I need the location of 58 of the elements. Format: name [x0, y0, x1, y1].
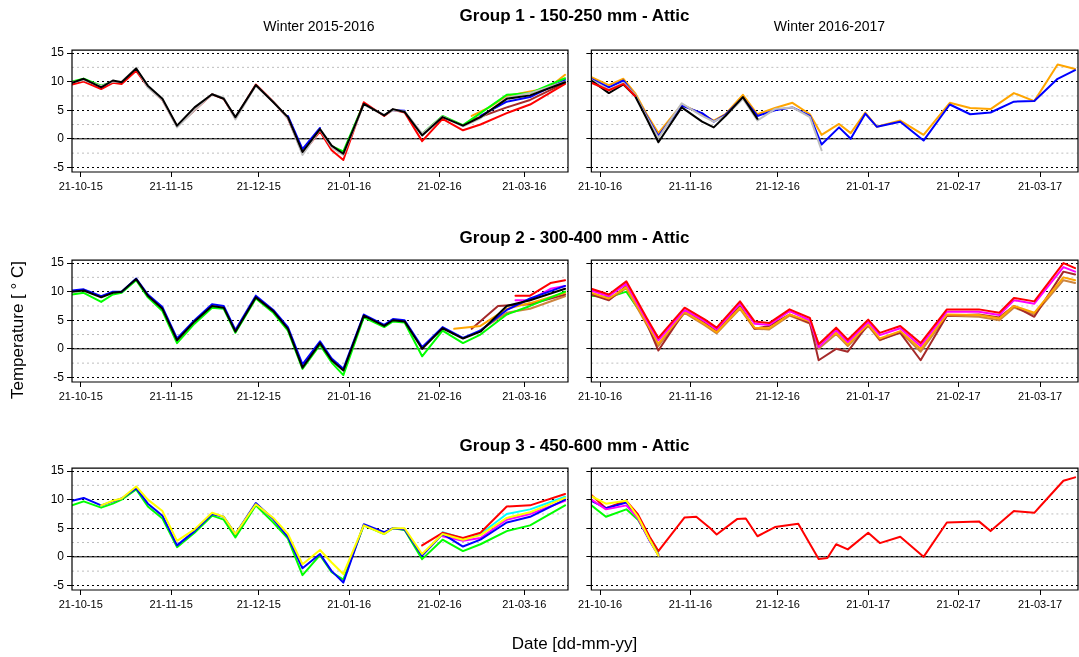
x-tick-label: 21-12-15 — [236, 389, 281, 402]
x-tick-label: 21-12-16 — [755, 389, 800, 402]
x-tick-label: 21-03-17 — [1018, 597, 1063, 610]
y-axis-title: Temperature [ ° C] — [8, 260, 28, 400]
x-tick-label: 21-12-16 — [755, 179, 800, 192]
x-tick-label: 21-03-17 — [1018, 179, 1063, 192]
x-tick-label: 21-01-17 — [846, 389, 891, 402]
x-tick-label: 21-02-16 — [417, 389, 462, 402]
x-tick-label: 21-03-16 — [502, 597, 547, 610]
y-tick-label: 0 — [57, 131, 65, 146]
x-tick-label: 21-02-17 — [936, 389, 981, 402]
y-tick-label: 10 — [50, 491, 65, 506]
y-tick-label: 10 — [50, 283, 65, 298]
x-tick-label: 21-12-15 — [236, 179, 281, 192]
x-tick-label: 21-12-16 — [755, 597, 800, 610]
x-tick-label: 21-01-16 — [327, 179, 372, 192]
x-tick-label: 21-10-15 — [58, 389, 103, 402]
chart-title: Group 2 - 300-400 mm - Attic — [458, 228, 691, 248]
x-tick-label: 21-11-15 — [149, 179, 193, 192]
x-tick-label: 21-03-16 — [502, 179, 547, 192]
x-tick-label: 21-02-17 — [936, 179, 981, 192]
x-tick-label: 21-02-17 — [936, 597, 981, 610]
chart-subtitle: Winter 2015-2016 — [263, 18, 375, 34]
y-tick-label: 5 — [57, 520, 65, 535]
y-tick-label: -5 — [53, 577, 65, 592]
x-tick-label: 21-01-16 — [327, 597, 372, 610]
y-tick-label: 15 — [50, 255, 65, 270]
y-tick-label: -5 — [53, 369, 65, 384]
x-axis-title: Date [dd-mm-yy] — [510, 634, 639, 654]
chart-title: Group 1 - 150-250 mm - Attic — [459, 6, 690, 25]
y-tick-label: 5 — [57, 102, 65, 117]
x-tick-label: 21-01-17 — [846, 179, 891, 192]
chart-title: Group 3 - 450-600 mm - Attic — [458, 436, 691, 456]
x-tick-label: 21-10-16 — [578, 389, 623, 402]
x-tick-label: 21-03-16 — [502, 389, 547, 402]
x-tick-label: 21-01-17 — [846, 597, 891, 610]
chart-subtitle: Winter 2016-2017 — [773, 18, 886, 34]
x-tick-label: 21-01-16 — [327, 389, 372, 402]
x-tick-label: 21-03-17 — [1018, 389, 1063, 402]
x-tick-label: 21-10-15 — [58, 179, 103, 192]
x-tick-label: 21-11-16 — [668, 597, 713, 610]
y-tick-label: 0 — [57, 341, 65, 356]
y-tick-label: 15 — [50, 45, 65, 60]
x-tick-label: 21-11-16 — [668, 389, 713, 402]
x-tick-label: 21-02-16 — [417, 597, 462, 610]
x-tick-label: 21-10-16 — [578, 597, 623, 610]
y-tick-label: 10 — [50, 73, 65, 88]
y-tick-label: -5 — [53, 159, 65, 174]
x-tick-label: 21-02-16 — [417, 179, 462, 192]
x-tick-label: 21-11-16 — [668, 179, 713, 192]
x-tick-label: 21-12-15 — [236, 597, 281, 610]
x-tick-label: 21-10-15 — [58, 597, 103, 610]
y-tick-label: 0 — [57, 549, 65, 564]
y-tick-label: 15 — [50, 463, 65, 478]
y-tick-label: 5 — [57, 312, 65, 327]
x-tick-label: 21-11-15 — [149, 597, 193, 610]
x-tick-label: 21-11-15 — [149, 389, 193, 402]
x-tick-label: 21-10-16 — [578, 179, 623, 192]
